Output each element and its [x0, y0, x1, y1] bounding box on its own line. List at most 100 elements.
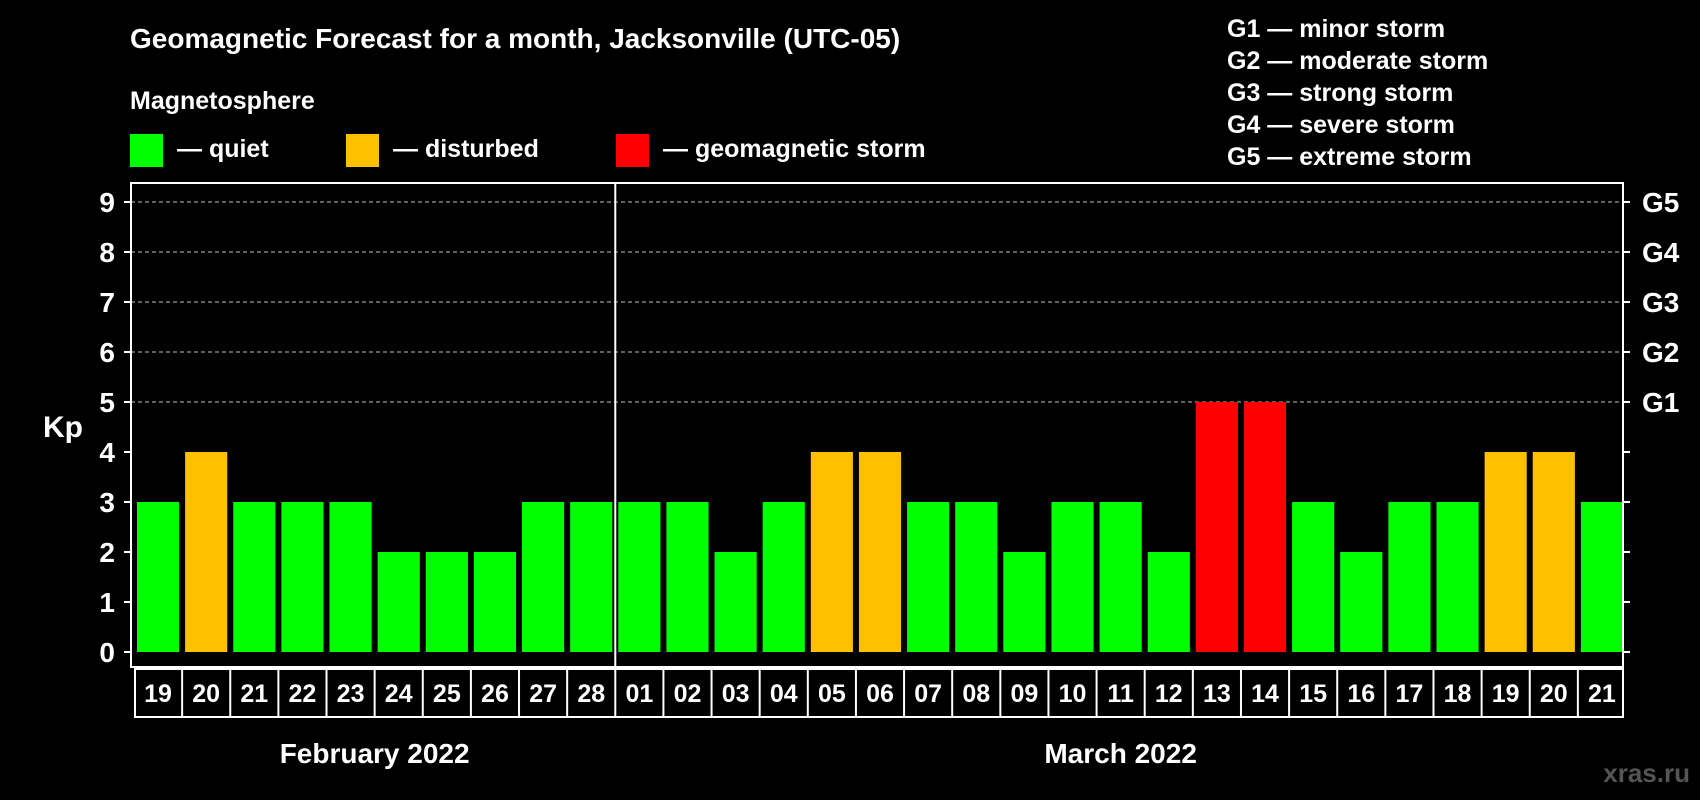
bar-23: [1243, 402, 1287, 652]
month-label-0: February 2022: [280, 738, 470, 769]
ytick-label-4: 4: [99, 437, 115, 468]
bar-25: [1340, 552, 1383, 652]
bar-12: [714, 552, 757, 652]
bar-3: [281, 502, 324, 652]
bar-11: [666, 502, 709, 652]
chart-title: Geomagnetic Forecast for a month, Jackso…: [130, 23, 900, 54]
ytick-label-5: 5: [99, 387, 115, 418]
grid-lines: [131, 201, 1623, 403]
category-label-3: 22: [289, 680, 317, 708]
category-label-1: 20: [192, 680, 220, 708]
bar-22: [1195, 402, 1238, 652]
category-label-25: 16: [1347, 680, 1375, 708]
legend-swatch-0: [130, 134, 163, 167]
storm-scale-item-3: G4 — severe storm: [1227, 111, 1455, 139]
legend-label-1: — disturbed: [393, 135, 539, 163]
watermark: xras.ru: [1603, 758, 1690, 788]
storm-scale-item-2: G3 — strong storm: [1227, 79, 1453, 107]
legend-label-2: — geomagnetic storm: [663, 135, 926, 163]
ytick-label-3: 3: [99, 487, 115, 518]
rtick-label-G4: G4: [1642, 237, 1680, 268]
bar-13: [762, 502, 805, 652]
category-label-0: 19: [144, 680, 172, 708]
bar-24: [1292, 502, 1335, 652]
ytick-label-2: 2: [99, 537, 115, 568]
ytick-label-0: 0: [99, 637, 115, 668]
category-label-2: 21: [240, 680, 268, 708]
category-label-21: 12: [1155, 680, 1183, 708]
category-label-23: 14: [1251, 680, 1279, 708]
bar-4: [329, 502, 372, 652]
bar-26: [1388, 502, 1431, 652]
bar-30: [1580, 502, 1623, 652]
category-label-16: 07: [914, 680, 942, 708]
month-labels: February 2022 March 2022: [280, 738, 1197, 769]
category-box: [134, 668, 1624, 718]
category-label-11: 02: [674, 680, 702, 708]
y-axis-label: Kp: [43, 411, 83, 444]
rtick-label-G5: G5: [1642, 187, 1679, 218]
category-label-4: 23: [337, 680, 365, 708]
bar-17: [955, 502, 998, 652]
bar-9: [570, 502, 613, 652]
bar-6: [425, 552, 468, 652]
storm-scale-item-0: G1 — minor storm: [1227, 15, 1445, 43]
bar-2: [233, 502, 276, 652]
category-label-5: 24: [385, 680, 413, 708]
bar-20: [1099, 502, 1142, 652]
category-label-19: 10: [1059, 680, 1087, 708]
axes: [130, 182, 1624, 668]
bar-14: [810, 452, 853, 652]
category-label-18: 09: [1010, 680, 1038, 708]
category-label-22: 13: [1203, 680, 1231, 708]
bar-15: [858, 452, 902, 652]
ytick-label-1: 1: [99, 587, 115, 618]
category-label-12: 03: [722, 680, 750, 708]
category-label-10: 01: [625, 680, 653, 708]
legend-title: Magnetosphere: [130, 87, 315, 115]
bars: [137, 402, 1623, 652]
legend-label-0: — quiet: [177, 135, 269, 163]
bar-28: [1484, 452, 1527, 652]
bar-19: [1051, 502, 1094, 652]
bar-8: [522, 502, 565, 652]
bar-10: [618, 502, 661, 652]
rtick-label-G1: G1: [1642, 387, 1679, 418]
bar-16: [907, 502, 950, 652]
category-label-15: 06: [866, 680, 894, 708]
category-label-17: 08: [962, 680, 990, 708]
x-axis-categories: 19 20 21 22 23 24 25 26 27 28 01 02 03 04 05 06 07 08 09 10…: [134, 668, 1624, 718]
legend-swatch-1: [346, 134, 379, 167]
y-axis-ticks: 0 1 2 3 4 5 6 7 8 9: [99, 187, 131, 668]
bar-29: [1532, 452, 1575, 652]
bar-7: [473, 552, 517, 652]
category-label-6: 25: [433, 680, 461, 708]
category-label-30: 21: [1588, 680, 1616, 708]
category-label-14: 05: [818, 680, 846, 708]
category-label-28: 19: [1492, 680, 1520, 708]
bar-27: [1436, 502, 1479, 652]
bar-18: [1003, 552, 1046, 652]
bar-1: [185, 452, 228, 652]
category-label-13: 04: [770, 680, 798, 708]
storm-scale-legend: G1 — minor storm G2 — moderate storm G3 — …: [1227, 15, 1488, 171]
month-label-1: March 2022: [1044, 738, 1197, 769]
ytick-label-9: 9: [99, 187, 115, 218]
legend: — quiet — disturbed — geomagnetic storm: [130, 134, 926, 167]
category-label-24: 15: [1299, 680, 1327, 708]
category-label-27: 18: [1444, 680, 1472, 708]
storm-scale-item-4: G5 — extreme storm: [1227, 143, 1472, 171]
category-label-20: 11: [1107, 680, 1134, 708]
bar-5: [377, 552, 420, 652]
category-label-8: 27: [529, 680, 557, 708]
storm-scale-item-1: G2 — moderate storm: [1227, 47, 1488, 75]
bar-21: [1147, 552, 1190, 652]
right-axis-ticks: G1 G2 G3 G4 G5: [1623, 187, 1680, 653]
ytick-label-6: 6: [99, 337, 115, 368]
legend-swatch-2: [616, 134, 649, 167]
category-label-7: 26: [481, 680, 509, 708]
ytick-label-7: 7: [99, 287, 115, 318]
category-label-29: 20: [1540, 680, 1568, 708]
rtick-label-G3: G3: [1642, 287, 1679, 318]
